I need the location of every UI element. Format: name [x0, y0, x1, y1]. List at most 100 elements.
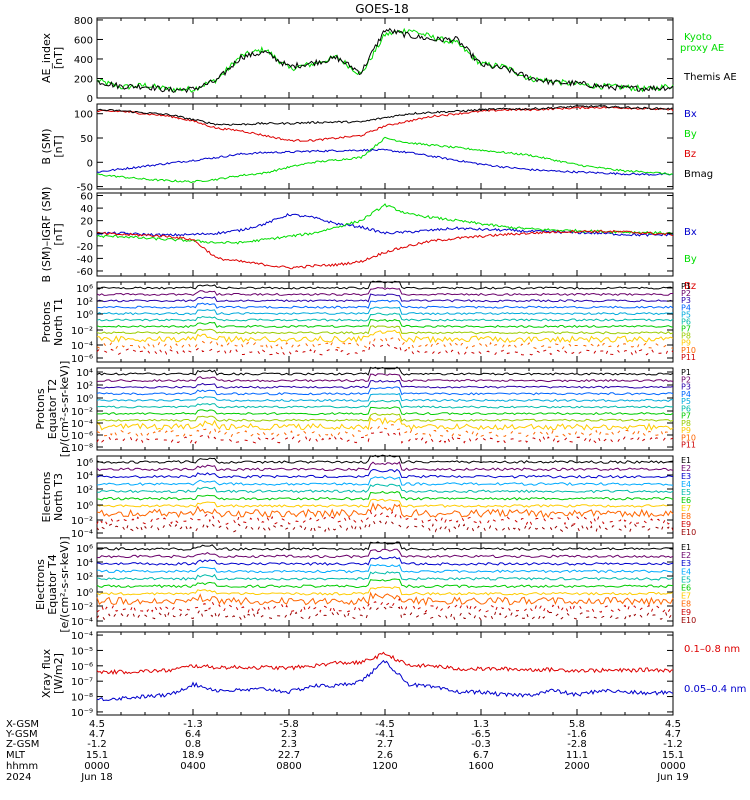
b-axis-label: [nT]	[52, 135, 65, 157]
footer-row-label: Y-GSM	[5, 729, 38, 740]
ee-y-tick-label: 10²	[76, 572, 93, 583]
en-legend-e2: E2	[681, 464, 691, 473]
footer-value: 0800	[276, 761, 301, 772]
footer-value: -6.5	[471, 729, 491, 740]
xray-y-tick-label: 10⁻⁵	[71, 646, 93, 657]
ee-channel-e5	[96, 570, 674, 581]
en-channel-e1	[96, 454, 674, 464]
pn-legend-p1: P1	[681, 282, 691, 291]
xray-legend-short: 0.05–0.4 nm	[684, 684, 746, 695]
b-y-tick-label: 50	[80, 134, 93, 145]
ee-legend-e4: E4	[681, 567, 691, 576]
ee-legend-e9: E9	[681, 608, 691, 617]
xray-y-tick-label: 10⁻⁷	[71, 677, 93, 688]
footer-value: 15.1	[662, 750, 684, 761]
pe-legend-p10: P10	[681, 433, 696, 442]
en-legend-e9: E9	[681, 520, 691, 529]
en-y-tick-label: 10⁴	[76, 471, 93, 482]
db-series-bx	[96, 212, 674, 237]
db-series-bz	[96, 229, 674, 270]
pe-y-tick-label: 10⁴	[76, 368, 93, 379]
xray-series-short	[96, 659, 674, 702]
pe-y-tick-label: 10²	[76, 381, 93, 392]
pe-channel-p1	[96, 366, 674, 376]
pn-channel-p5	[96, 306, 674, 316]
b-legend-bx: Bx	[684, 109, 697, 120]
ae-legend-proxy-ae: proxy AE	[680, 43, 724, 54]
db-y-tick-label: 0	[87, 229, 93, 240]
ae-y-tick-label: 200	[74, 74, 93, 85]
pe-legend-p1: P1	[681, 368, 691, 377]
pn-legend-p7: P7	[681, 325, 691, 334]
footer-row-label: 2024	[6, 772, 31, 783]
ee-y-tick-label: 10⁶	[76, 544, 93, 555]
pe-axis-label: Equator T2	[46, 379, 59, 439]
footer-value: 4.5	[665, 719, 681, 730]
pe-axis-label: [p/(cm²-s-sr-keV)]	[58, 361, 71, 458]
xray-series-long	[96, 651, 674, 675]
en-y-tick-label: 10⁶	[76, 458, 93, 469]
ae-axis-label: AE_index	[40, 32, 53, 83]
en-legend-e6: E6	[681, 496, 691, 505]
footer-value: 2.3	[281, 729, 297, 740]
en-channel-e8	[96, 502, 674, 519]
pe-y-tick-label: 10⁰	[76, 394, 93, 405]
xray-y-tick-label: 10⁻⁶	[71, 662, 93, 673]
footer-value: 1.3	[473, 719, 489, 730]
en-y-tick-label: 10⁻²	[71, 516, 93, 527]
pe-channel-p8	[96, 412, 674, 422]
b-y-tick-label: 0	[87, 158, 93, 169]
pn-legend-p2: P2	[681, 289, 691, 298]
pn-legend-p4: P4	[681, 303, 691, 312]
en-channel-e3	[96, 468, 674, 479]
b-y-tick-label: 100	[74, 110, 93, 121]
footer-value: 22.7	[278, 750, 300, 761]
en-channel-e7	[96, 498, 673, 508]
en-channel-e2	[96, 461, 674, 472]
orbit-footer: X-GSMY-GSMZ-GSMMLThhmm20244.54.7-1.215.1…	[5, 719, 689, 783]
en-channel-e6	[96, 490, 674, 501]
footer-value: -0.3	[471, 739, 491, 750]
db-y-tick-label: 40	[80, 204, 93, 215]
footer-value: -1.2	[663, 739, 683, 750]
b-series-by	[96, 136, 674, 184]
ae-series-themis-ae	[96, 27, 674, 94]
pe-channel-p3	[96, 379, 674, 389]
ee-legend-e5: E5	[681, 575, 691, 584]
footer-value: 0.8	[185, 739, 201, 750]
footer-value: 5.8	[569, 719, 585, 730]
footer-value: 2000	[564, 761, 589, 772]
en-legend-e1: E1	[681, 456, 691, 465]
b-y-tick-label: -50	[77, 183, 93, 194]
xray-frame	[96, 631, 674, 716]
ee-y-tick-label: 10⁰	[76, 588, 93, 599]
pn-y-tick-label: 10²	[76, 297, 93, 308]
pe-legend-p8: P8	[681, 419, 691, 428]
pn-axis-label: North T1	[52, 298, 65, 346]
pe-legend-p9: P9	[681, 426, 691, 435]
b-legend-bz: Bz	[684, 149, 696, 160]
footer-value: 4.7	[89, 729, 105, 740]
plot-title: GOES-18	[355, 2, 409, 16]
ae-axis-label: [nT]	[52, 47, 65, 69]
footer-value: -1.6	[567, 729, 587, 740]
db-y-tick-label: -40	[77, 254, 93, 265]
pn-channel-p8	[96, 325, 674, 335]
pe-axis-label: Protons	[34, 388, 47, 429]
ae-series-kyoto-proxy-ae	[96, 27, 674, 93]
ee-axis-label: [e/(cm²-s-sr-keV)]	[58, 536, 71, 632]
ee-channel-e8	[96, 591, 674, 607]
pn-channel-p1	[96, 280, 674, 290]
pn-legend-p11: P11	[681, 353, 696, 362]
footer-value: 1200	[372, 761, 397, 772]
footer-value: -4.5	[375, 719, 395, 730]
en-legend-e8: E8	[681, 512, 691, 521]
db-y-tick-label: -60	[77, 267, 93, 278]
footer-value: 18.9	[182, 750, 204, 761]
db-legend-bz: Bz	[684, 281, 696, 292]
footer-value: 2.6	[377, 750, 393, 761]
xray-y-tick-label: 10⁻⁸	[71, 693, 93, 704]
en-y-tick-label: 10⁻⁴	[71, 529, 93, 540]
ee-legend-e10: E10	[681, 616, 696, 625]
b-legend-bmag: Bmag	[684, 169, 713, 180]
